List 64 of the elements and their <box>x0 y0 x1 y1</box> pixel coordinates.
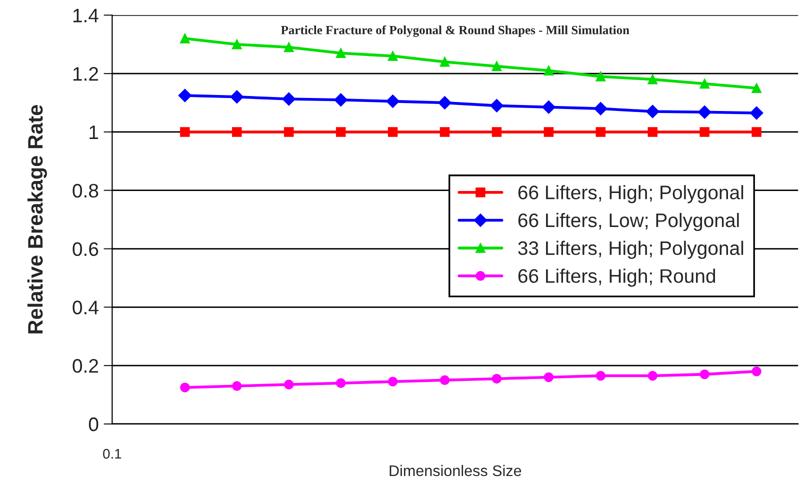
point <box>440 375 450 386</box>
point <box>440 127 450 137</box>
y-tick-label: 0.8 <box>72 184 98 198</box>
point <box>232 381 242 391</box>
point <box>440 57 450 67</box>
point <box>750 106 764 120</box>
legend-label: 66 Lifters, High; Round <box>518 268 716 287</box>
point <box>336 127 346 137</box>
text: Particle Fracture of Polygonal & Round Shapes - Mill Simulation <box>281 25 630 37</box>
point <box>388 127 398 137</box>
point <box>282 92 296 106</box>
x-axis-title: Dimensionless Size <box>390 464 522 476</box>
point <box>700 127 710 137</box>
point <box>284 42 294 52</box>
point <box>648 74 658 84</box>
point <box>594 102 608 116</box>
point <box>648 127 658 137</box>
point <box>492 61 502 72</box>
point <box>386 94 400 108</box>
point <box>388 376 398 386</box>
point <box>232 127 242 137</box>
point <box>284 380 294 390</box>
point <box>596 72 606 82</box>
point <box>178 88 192 102</box>
y-tick-label: 0 <box>88 417 98 432</box>
point <box>180 382 190 392</box>
point <box>646 104 660 118</box>
point <box>492 127 502 137</box>
y-tick-label: 1.2 <box>73 67 98 81</box>
y-tick-label: 0.2 <box>72 359 98 373</box>
point <box>698 106 712 119</box>
y-tick-label: 0.4 <box>72 300 98 314</box>
y-axis-title: Relative Breakage Rate <box>27 105 47 334</box>
point <box>180 34 190 44</box>
point <box>492 374 502 384</box>
point <box>596 127 606 137</box>
legend-label: 66 Lifters, High; Polygonal <box>518 185 744 204</box>
legend-label: 33 Lifters, High; Polygonal <box>518 240 744 259</box>
point <box>284 127 294 137</box>
y-tick-label: 1.4 <box>73 8 98 22</box>
point <box>648 370 658 381</box>
point <box>438 96 452 110</box>
point <box>596 370 606 381</box>
point <box>388 51 398 61</box>
point <box>700 78 710 89</box>
point <box>230 90 244 104</box>
text: 0.1 <box>103 448 122 459</box>
legend-label: 66 Lifters, Low; Polygonal <box>518 212 739 232</box>
y-tick-label: 1 <box>90 126 98 140</box>
point <box>544 66 554 76</box>
point <box>544 127 554 137</box>
point <box>490 99 504 112</box>
point <box>752 83 762 94</box>
point <box>542 100 556 114</box>
point <box>336 48 346 58</box>
point <box>700 369 710 380</box>
point <box>180 127 190 137</box>
point <box>232 40 242 50</box>
point <box>334 93 348 106</box>
y-tick-label: 0.6 <box>72 242 98 256</box>
point <box>336 378 346 388</box>
point <box>752 366 762 376</box>
point <box>752 127 762 137</box>
point <box>544 372 554 382</box>
